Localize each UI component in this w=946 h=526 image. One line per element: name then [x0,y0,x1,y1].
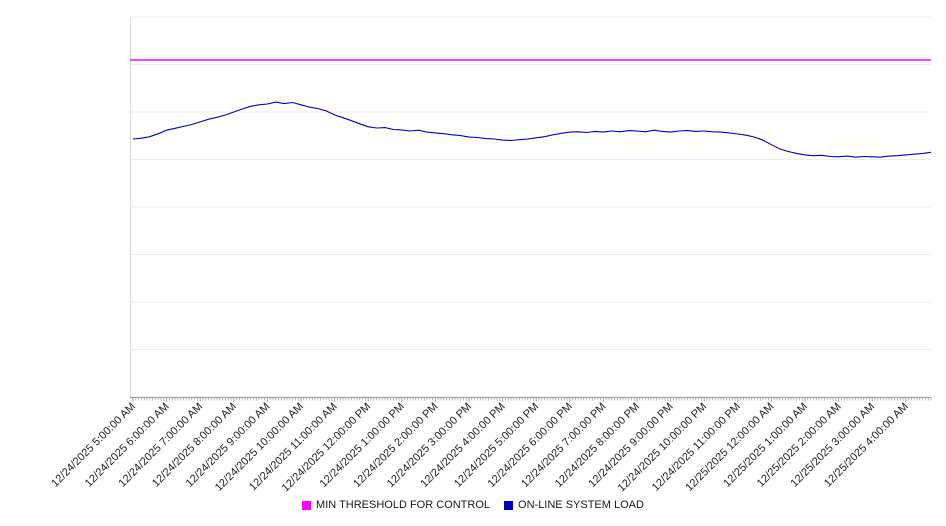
legend-label-threshold: MIN THRESHOLD FOR CONTROL [316,499,491,511]
threshold-swatch-icon [302,500,312,510]
load-swatch-icon [504,500,514,510]
legend-item-load: ON-LINE SYSTEM LOAD [504,499,644,511]
legend-label-load: ON-LINE SYSTEM LOAD [518,499,644,511]
legend-item-threshold: MIN THRESHOLD FOR CONTROL [302,499,490,511]
chart-legend: MIN THRESHOLD FOR CONTROL ON-LINE SYSTEM… [0,499,946,511]
